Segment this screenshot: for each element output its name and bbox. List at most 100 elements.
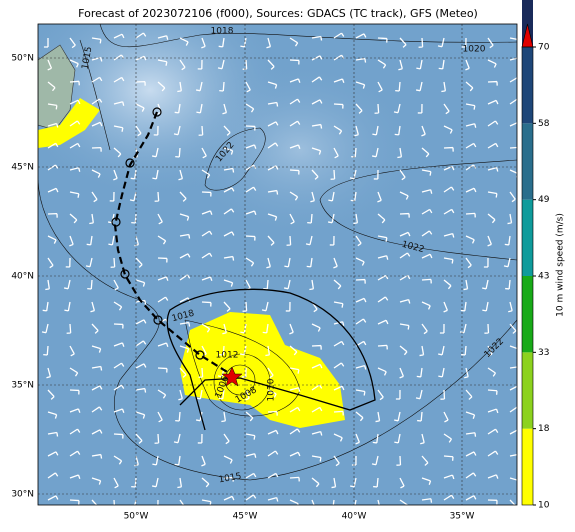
wind-barb xyxy=(399,367,404,379)
wind-barb xyxy=(377,367,387,376)
wind-barb xyxy=(223,279,234,287)
wind-barb xyxy=(487,367,497,377)
wind-barb xyxy=(179,233,191,239)
wind-barb xyxy=(331,477,337,489)
wind-barb xyxy=(487,80,498,86)
wind-barb xyxy=(245,210,257,215)
wind-barb xyxy=(91,37,102,44)
wind-barb xyxy=(289,120,301,127)
wind-barb xyxy=(91,453,103,459)
wind-barb xyxy=(267,367,274,379)
wind-barb xyxy=(487,450,499,457)
wind-barb xyxy=(113,384,125,391)
wind-barb xyxy=(509,323,517,334)
wind-barb xyxy=(267,389,277,398)
wind-barb xyxy=(47,495,59,501)
wind-barb xyxy=(441,81,447,93)
wind-barb xyxy=(328,191,335,202)
wind-barb xyxy=(355,33,367,39)
wind-barb xyxy=(372,125,379,136)
wind-barb xyxy=(201,230,213,237)
wind-barb xyxy=(421,477,432,485)
wind-barb xyxy=(289,499,299,505)
wind-barb xyxy=(289,323,294,335)
wind-barb xyxy=(245,453,257,458)
wind-barb xyxy=(289,345,298,356)
wind-barb xyxy=(69,450,81,457)
lat-label: 45°N xyxy=(11,163,34,173)
wind-barb xyxy=(91,477,102,485)
wind-barb xyxy=(465,257,472,269)
wind-barb xyxy=(267,235,275,246)
wind-barb xyxy=(508,301,513,313)
wind-barb xyxy=(503,257,511,268)
wind-barb xyxy=(175,147,181,158)
wind-barb xyxy=(509,77,517,83)
wind-barb xyxy=(399,298,411,304)
wind-barb xyxy=(69,213,78,224)
wind-barb xyxy=(196,103,203,114)
wind-barb xyxy=(355,364,367,370)
wind-barb xyxy=(416,367,423,378)
wind-barbs xyxy=(41,32,517,505)
wind-barb xyxy=(487,166,499,172)
colorbar-segment xyxy=(522,123,533,200)
wind-barb xyxy=(47,472,59,479)
wind-barb xyxy=(135,363,147,369)
wind-barb xyxy=(377,191,382,203)
wind-barb xyxy=(223,125,231,136)
wind-barb xyxy=(113,76,125,83)
wind-barb xyxy=(399,191,409,200)
wind-barb xyxy=(151,477,159,488)
wind-barb xyxy=(371,455,379,466)
wind-barb xyxy=(421,169,432,176)
wind-barb xyxy=(333,362,345,369)
wind-barb xyxy=(421,278,432,284)
wind-barb xyxy=(289,476,300,482)
wind-barb xyxy=(311,147,322,155)
wind-barb xyxy=(91,121,103,127)
lon-label: 45°W xyxy=(233,512,258,522)
wind-barb xyxy=(421,301,431,310)
title: Forecast of 2023072106 (f000), Sources: … xyxy=(78,7,478,20)
wind-barb xyxy=(396,455,402,466)
wind-barb xyxy=(179,213,190,221)
wind-barb xyxy=(245,411,254,422)
wind-barb xyxy=(157,276,169,281)
wind-barb xyxy=(333,321,345,326)
wind-barb xyxy=(242,59,248,70)
wind-barb xyxy=(482,301,489,312)
wind-barb xyxy=(90,301,96,313)
wind-barb xyxy=(333,257,338,269)
wind-barb xyxy=(157,235,167,245)
wind-barb xyxy=(91,169,101,178)
wind-barb xyxy=(267,410,278,416)
wind-barb xyxy=(377,296,389,303)
wind-barb xyxy=(283,279,291,290)
wind-barb xyxy=(175,411,181,422)
wind-barb xyxy=(157,81,166,92)
wind-barb xyxy=(179,59,186,71)
wind-barb xyxy=(311,344,322,350)
wind-barb xyxy=(85,257,93,268)
wind-barb xyxy=(465,123,477,128)
wind-barb xyxy=(69,367,79,377)
wind-barb xyxy=(311,363,323,369)
wind-barb xyxy=(266,257,271,269)
wind-barb xyxy=(333,410,344,416)
wind-barb xyxy=(371,147,379,158)
wind-barb xyxy=(333,301,344,308)
wind-barb xyxy=(505,279,511,290)
wind-barb xyxy=(178,169,184,181)
wind-barb xyxy=(306,257,313,268)
wind-barb xyxy=(245,472,257,479)
wind-barb xyxy=(245,125,256,131)
wind-barb xyxy=(69,120,81,127)
map-frame xyxy=(37,23,518,506)
contour-label: 1015 xyxy=(81,46,95,70)
wind-barb xyxy=(113,323,124,329)
wind-barb xyxy=(43,37,49,48)
contour-label: 1018 xyxy=(211,27,234,37)
wind-barb xyxy=(373,169,379,180)
wind-barb xyxy=(487,142,499,149)
